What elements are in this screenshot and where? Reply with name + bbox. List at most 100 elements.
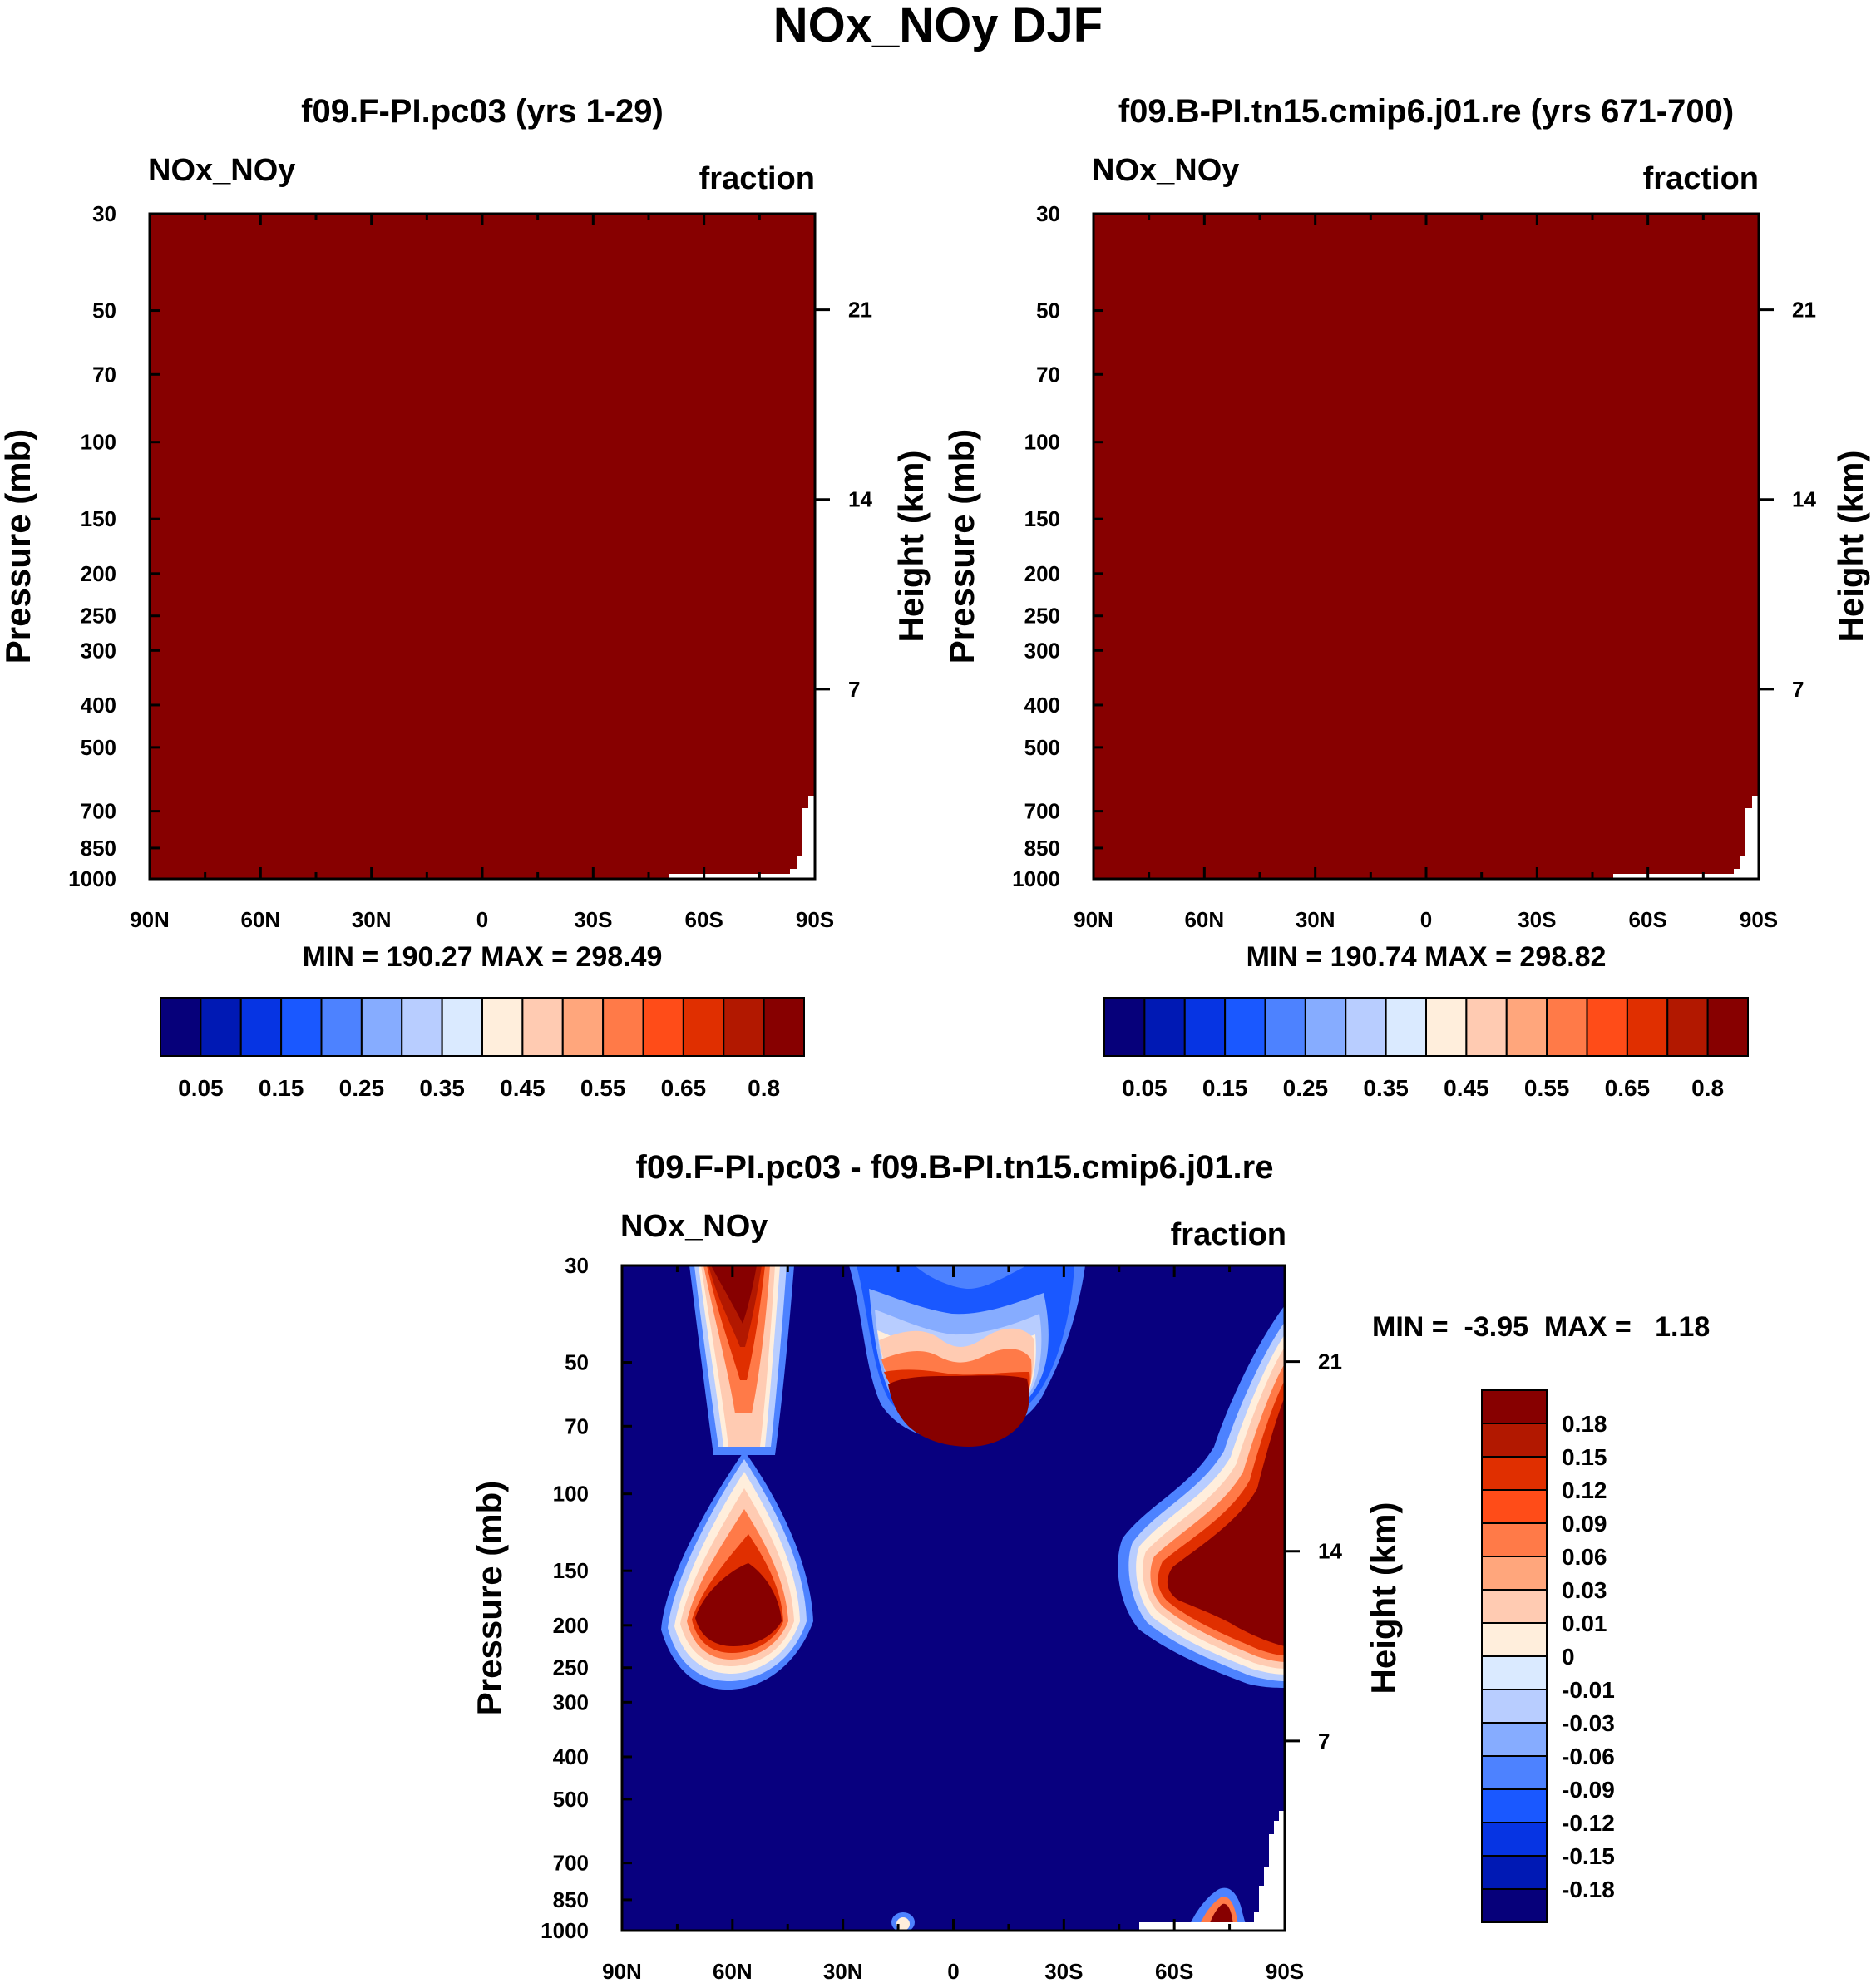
panel-3: f09.F-PI.pc03 - f09.B-PI.tn15.cmip6.j01.… (470, 1149, 1710, 1984)
panel-1-ylabel: Pressure (mb) (0, 429, 37, 663)
y-tick-label: 700 (1024, 799, 1060, 824)
x-tick-label: 30N (823, 1959, 863, 1984)
x-tick-label: 30S (1518, 907, 1556, 932)
y-tick-label: 250 (81, 604, 116, 629)
y-tick-label: 1000 (68, 866, 116, 891)
panel-3-missing-region (1139, 1811, 1285, 1931)
colorbar-box (1481, 1589, 1548, 1624)
y-tick-label: 50 (92, 298, 116, 323)
y-tick-label: 150 (553, 1558, 589, 1583)
panel-1: f09.F-PI.pc03 (yrs 1-29) NOx_NOy fractio… (0, 93, 931, 1101)
y-tick-label: 300 (81, 638, 116, 663)
colorbar-label: 0.35 (419, 1075, 465, 1101)
x-tick-label: 90S (1266, 1959, 1304, 1984)
y-tick-label: 250 (1024, 604, 1060, 629)
panel-1-units: fraction (699, 161, 815, 196)
colorbar-box (1224, 997, 1266, 1057)
colorbar-box (1586, 997, 1628, 1057)
feature-a-lower (661, 1451, 813, 1690)
colorbar-box (1481, 1722, 1548, 1757)
colorbar-label: -0.06 (1562, 1744, 1615, 1769)
colorbar-box (1143, 997, 1186, 1057)
colorbar-box (1481, 1788, 1548, 1823)
colorbar-label: 0.15 (1202, 1075, 1248, 1101)
y-tick-label: 850 (553, 1887, 589, 1912)
x-tick-label: 30S (574, 907, 612, 932)
colorbar-label: 0.03 (1562, 1577, 1607, 1603)
y-tick-label: 200 (553, 1613, 589, 1638)
colorbar-label: 0.09 (1562, 1511, 1607, 1537)
colorbar-box (1465, 997, 1508, 1057)
panel-1-variable: NOx_NOy (148, 153, 295, 188)
colorbar-label: 0.06 (1562, 1544, 1607, 1570)
colorbar-box (320, 997, 363, 1057)
colorbar-label: 0.8 (748, 1075, 780, 1101)
colorbar-box (1481, 1888, 1548, 1923)
colorbar-box (239, 997, 283, 1057)
panel-3-stats: MIN = -3.95 MAX = 1.18 (1372, 1311, 1710, 1343)
panel-2-y2label: Height (km) (1831, 451, 1870, 643)
colorbar-box (723, 997, 765, 1057)
panel-2-variable: NOx_NOy (1092, 153, 1239, 188)
y-tick-label: 150 (81, 506, 116, 531)
colorbar-label: -0.03 (1562, 1710, 1615, 1736)
colorbar-label: 0.05 (178, 1075, 224, 1101)
colorbar-box (1481, 1556, 1548, 1591)
colorbar-box (682, 997, 725, 1057)
colorbar-box (561, 997, 605, 1057)
colorbar-box (602, 997, 644, 1057)
panel-3-title: f09.F-PI.pc03 - f09.B-PI.tn15.cmip6.j01.… (636, 1149, 1274, 1186)
colorbar-label: -0.18 (1562, 1877, 1615, 1902)
y-tick-label: 700 (553, 1851, 589, 1876)
colorbar-box (1481, 1655, 1548, 1690)
panel-2-colorbar: 0.05 0.15 0.25 0.35 0.45 0.55 0.65 0.8 (1103, 997, 1749, 1101)
x-tick-label: 90S (796, 907, 834, 932)
colorbar-label: 0.25 (1283, 1075, 1329, 1101)
colorbar-box (1481, 1522, 1548, 1557)
panel-3-contours (661, 1265, 1285, 1931)
colorbar-box (1706, 997, 1749, 1057)
colorbar-label: 0.15 (1562, 1444, 1607, 1470)
y-tick-label: 200 (81, 561, 116, 586)
panel-1-colorbar: 0.05 0.15 0.25 0.35 0.45 0.55 0.65 0.8 (160, 997, 805, 1101)
y-tick-label: 30 (1036, 201, 1060, 226)
colorbar-label: 0.25 (339, 1075, 385, 1101)
x-tick-label: 90N (602, 1959, 642, 1984)
surface-features (891, 1887, 1247, 1931)
y-tick-label: 300 (553, 1690, 589, 1714)
colorbar-box (763, 997, 805, 1057)
colorbar-box (1183, 997, 1227, 1057)
colorbar-box (642, 997, 684, 1057)
panel-3-axes: 3050701001502002503004005007008501000211… (541, 1253, 1342, 1984)
panel-1-missing-region (669, 796, 815, 879)
y-tick-label: 850 (81, 836, 116, 861)
panel-3-units: fraction (1171, 1217, 1286, 1252)
x-tick-label: 30S (1044, 1959, 1083, 1984)
colorbar-box (1666, 997, 1709, 1057)
colorbar-box (160, 997, 202, 1057)
y-tick-label: 30 (92, 201, 116, 226)
panel-1-axes: 3050701001502002503004005007008501000211… (68, 201, 872, 932)
colorbar-label: -0.15 (1562, 1843, 1615, 1869)
colorbar-label: 0.55 (580, 1075, 626, 1101)
colorbar-label: 0.55 (1524, 1075, 1570, 1101)
panel-2-missing-region (1613, 796, 1759, 879)
panel-1-title: f09.F-PI.pc03 (yrs 1-29) (301, 93, 664, 130)
panel-2-units: fraction (1643, 161, 1759, 196)
panel-2-field (1094, 214, 1759, 879)
y-tick-label: 150 (1024, 506, 1060, 531)
colorbar-box (280, 997, 323, 1057)
panel-1-field (150, 214, 815, 879)
colorbar-box (1481, 1689, 1548, 1724)
panel-1-stats: MIN = 190.27 MAX = 298.49 (303, 941, 663, 973)
colorbar-label: -0.01 (1562, 1677, 1615, 1703)
colorbar-box (1481, 1822, 1548, 1857)
y2-tick-label: 14 (848, 487, 872, 512)
colorbar-label: -0.12 (1562, 1810, 1615, 1836)
colorbar-label: 0.45 (500, 1075, 546, 1101)
x-tick-label: 60N (1184, 907, 1224, 932)
panel-1-y2label: Height (km) (891, 451, 931, 643)
x-tick-label: 60S (1629, 907, 1667, 932)
y2-tick-label: 7 (1792, 677, 1804, 702)
